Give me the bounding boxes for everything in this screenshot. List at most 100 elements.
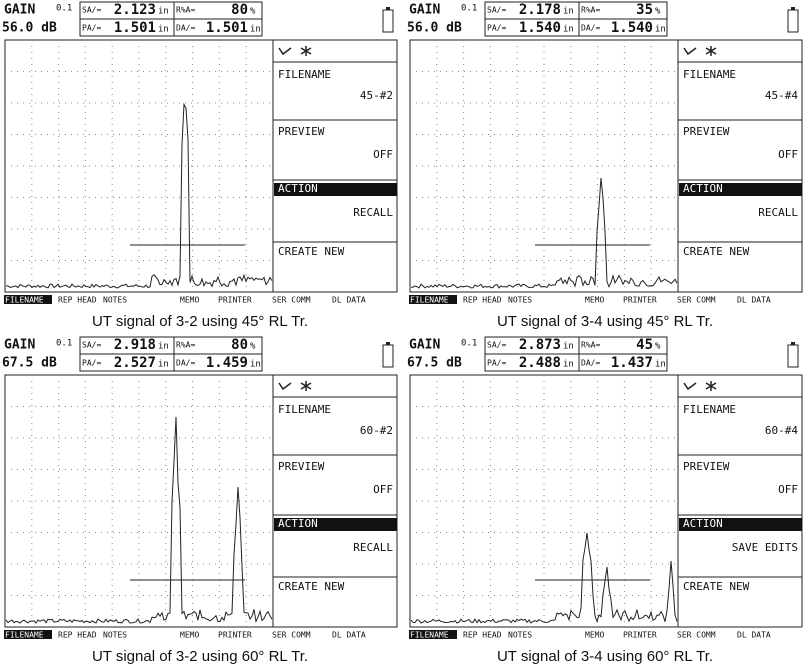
- ra-unit: %: [655, 342, 661, 352]
- softkey[interactable]: DL DATA: [332, 631, 366, 640]
- softkey[interactable]: NOTES: [103, 296, 127, 305]
- gain-value: 67.5 dB: [407, 356, 462, 371]
- da-unit: in: [250, 360, 261, 370]
- pa-unit: in: [563, 25, 574, 35]
- menu-label[interactable]: FILENAME: [683, 68, 736, 81]
- menu-label[interactable]: ACTION: [278, 517, 318, 530]
- ra-value: 35: [636, 2, 653, 18]
- battery-icon: [383, 345, 393, 367]
- menu-icon: [301, 381, 311, 391]
- da-label: DA/=: [581, 24, 600, 33]
- ra-label: R%A=: [176, 6, 195, 15]
- gain-label: GAIN: [4, 338, 35, 353]
- softkey[interactable]: MEMO: [585, 296, 604, 305]
- gain-step: 0.1: [461, 4, 477, 14]
- softkey[interactable]: NOTES: [508, 296, 532, 305]
- da-unit: in: [655, 25, 666, 35]
- menu-label[interactable]: ACTION: [683, 517, 723, 530]
- menu-value: 45-#4: [765, 89, 798, 102]
- softkey[interactable]: SER COMM: [272, 631, 311, 640]
- menu-label[interactable]: CREATE NEW: [683, 245, 750, 258]
- softkey[interactable]: FILENAME: [5, 296, 44, 305]
- softkey[interactable]: FILENAME: [410, 631, 449, 640]
- softkey[interactable]: DL DATA: [737, 296, 771, 305]
- softkey[interactable]: SER COMM: [677, 296, 716, 305]
- menu-label[interactable]: ACTION: [278, 182, 318, 195]
- menu-label[interactable]: PREVIEW: [683, 460, 730, 473]
- menu-icon: [706, 381, 716, 391]
- da-label: DA/=: [176, 359, 195, 368]
- softkey[interactable]: PRINTER: [218, 296, 252, 305]
- menu-label[interactable]: FILENAME: [278, 68, 331, 81]
- ra-label: R%A=: [581, 341, 600, 350]
- gain-value: 67.5 dB: [2, 356, 57, 371]
- softkey[interactable]: MEMO: [180, 296, 199, 305]
- battery-cap: [386, 7, 390, 10]
- da-value: 1.459: [206, 355, 248, 371]
- ra-label: R%A=: [176, 341, 195, 350]
- gain-step: 0.1: [56, 4, 72, 14]
- da-value: 1.540: [611, 20, 653, 36]
- menu-value: 60-#4: [765, 424, 798, 437]
- gain-value: 56.0 dB: [407, 21, 462, 36]
- softkey[interactable]: REP HEAD: [463, 631, 502, 640]
- pa-value: 2.488: [519, 355, 561, 371]
- pa-value: 2.527: [114, 355, 156, 371]
- menu-label[interactable]: FILENAME: [278, 403, 331, 416]
- softkey[interactable]: SER COMM: [677, 631, 716, 640]
- caption: UT signal of 3-2 using 60° RL Tr.: [92, 648, 308, 665]
- softkey[interactable]: PRINTER: [218, 631, 252, 640]
- menu-label[interactable]: CREATE NEW: [683, 580, 750, 593]
- menu-label[interactable]: PREVIEW: [278, 460, 325, 473]
- battery-cap: [791, 342, 795, 345]
- pa-unit: in: [158, 360, 169, 370]
- ra-value: 80: [231, 2, 248, 18]
- pa-value: 1.501: [114, 20, 156, 36]
- softkey[interactable]: REP HEAD: [58, 296, 97, 305]
- pa-label: PA/=: [487, 24, 506, 33]
- gain-step: 0.1: [461, 339, 477, 349]
- softkey[interactable]: REP HEAD: [58, 631, 97, 640]
- da-label: DA/=: [176, 24, 195, 33]
- sa-unit: in: [563, 7, 574, 17]
- softkey[interactable]: NOTES: [103, 631, 127, 640]
- battery-icon: [383, 10, 393, 32]
- sa-value: 2.873: [519, 337, 561, 353]
- softkey[interactable]: MEMO: [180, 631, 199, 640]
- sa-unit: in: [158, 342, 169, 352]
- softkey[interactable]: DL DATA: [737, 631, 771, 640]
- battery-icon: [788, 345, 798, 367]
- softkey[interactable]: FILENAME: [410, 296, 449, 305]
- battery-cap: [386, 342, 390, 345]
- softkey[interactable]: NOTES: [508, 631, 532, 640]
- pa-label: PA/=: [82, 24, 101, 33]
- softkey[interactable]: REP HEAD: [463, 296, 502, 305]
- softkey[interactable]: FILENAME: [5, 631, 44, 640]
- caption: UT signal of 3-4 using 45° RL Tr.: [497, 313, 713, 330]
- softkey[interactable]: SER COMM: [272, 296, 311, 305]
- sa-value: 2.918: [114, 337, 156, 353]
- menu-label[interactable]: PREVIEW: [683, 125, 730, 138]
- menu-label[interactable]: CREATE NEW: [278, 245, 345, 258]
- softkey[interactable]: DL DATA: [332, 296, 366, 305]
- menu-icon: [684, 48, 696, 54]
- menu-label[interactable]: FILENAME: [683, 403, 736, 416]
- figure: GAIN0.156.0 dBSA/=2.123inR%A=80%PA/=1.50…: [0, 0, 808, 665]
- pa-label: PA/=: [487, 359, 506, 368]
- softkey[interactable]: MEMO: [585, 631, 604, 640]
- menu-label[interactable]: ACTION: [683, 182, 723, 195]
- da-value: 1.501: [206, 20, 248, 36]
- battery-icon: [788, 10, 798, 32]
- sa-label: SA/=: [487, 6, 506, 15]
- menu-label[interactable]: PREVIEW: [278, 125, 325, 138]
- menu-label[interactable]: CREATE NEW: [278, 580, 345, 593]
- softkey[interactable]: PRINTER: [623, 631, 657, 640]
- menu-value: OFF: [373, 148, 393, 161]
- menu-icon: [279, 48, 291, 54]
- pa-label: PA/=: [82, 359, 101, 368]
- sa-label: SA/=: [487, 341, 506, 350]
- softkey[interactable]: PRINTER: [623, 296, 657, 305]
